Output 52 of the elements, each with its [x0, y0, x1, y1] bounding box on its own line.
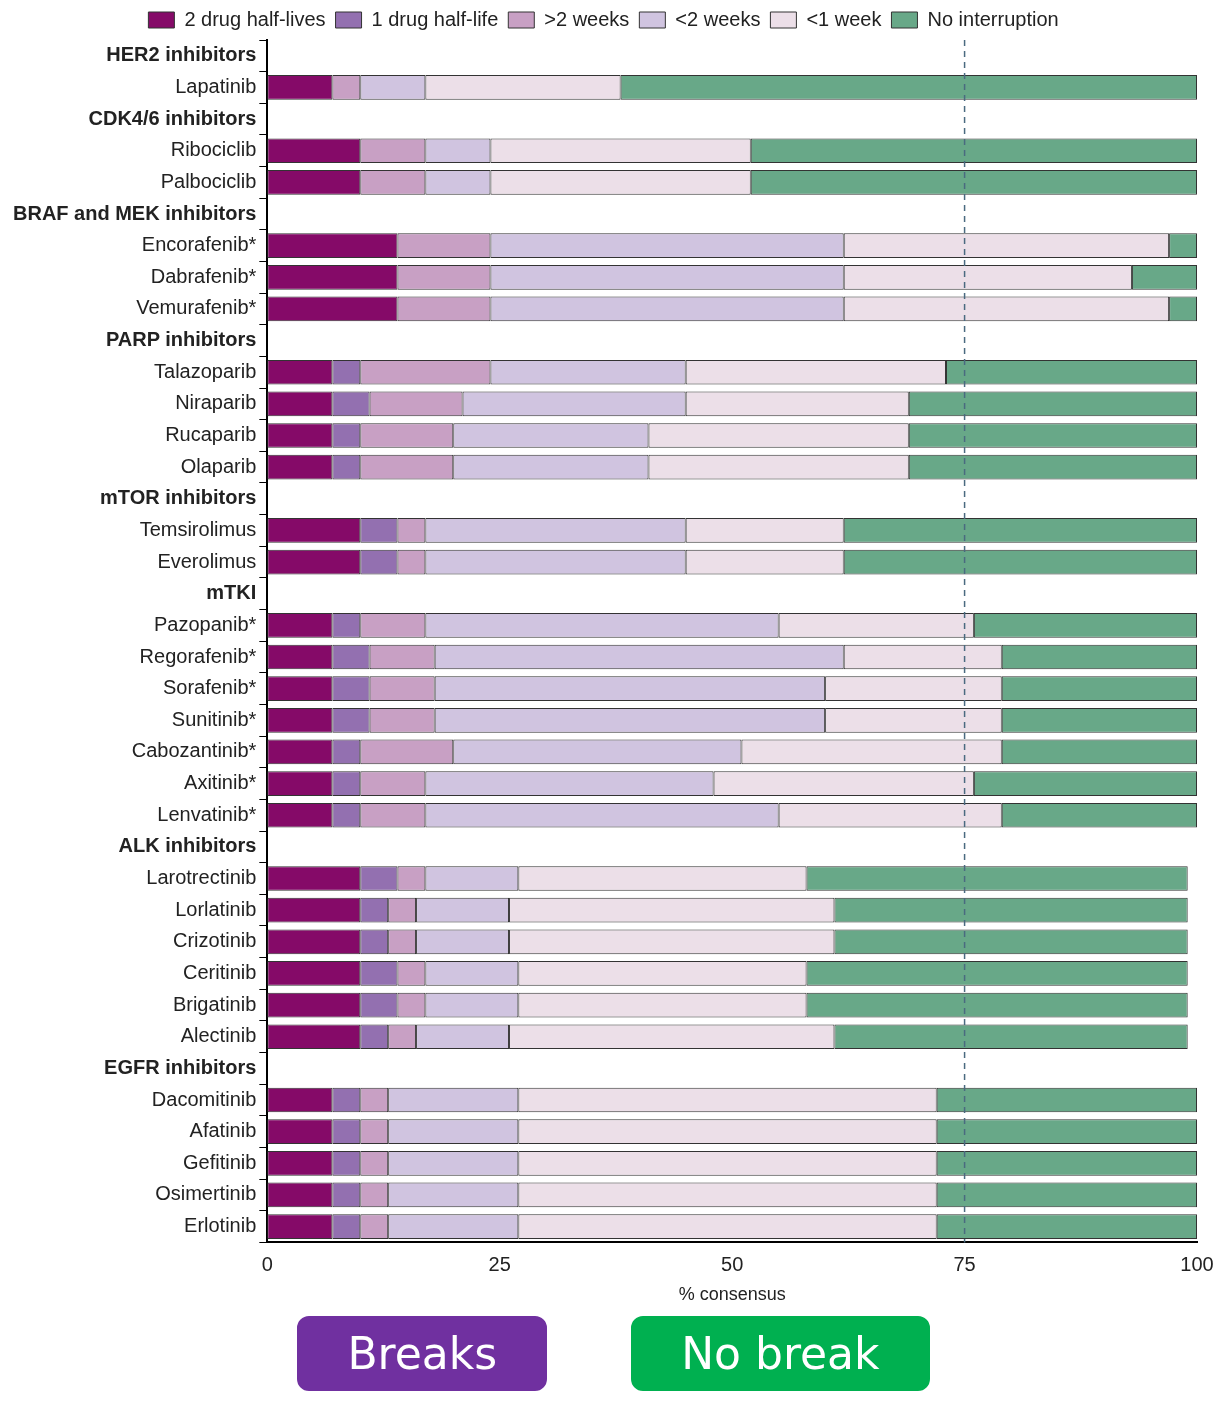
y-tick-label: mTOR inhibitors	[100, 486, 257, 509]
y-tick-label: Vemurafenib*	[136, 296, 257, 319]
y-tick-label: Gefitinib	[182, 1150, 257, 1173]
legend-label: 1 drug half-life	[371, 7, 499, 30]
y-tick-label: CDK4/6 inhibitors	[88, 106, 257, 129]
legend-label: No interruption	[927, 7, 1059, 30]
y-tick-label: Temsirolimus	[139, 517, 257, 540]
y-tick-label: Sunitinib*	[171, 707, 257, 730]
y-tick-label: Niraparib	[175, 391, 257, 414]
y-tick-label: BRAF and MEK inhibitors	[12, 201, 257, 224]
y-tick-label: Rucaparib	[165, 423, 257, 446]
y-tick-label: Alectinib	[180, 1024, 257, 1047]
text: No break	[629, 1314, 932, 1393]
y-tick-label: Dacomitinib	[151, 1087, 257, 1110]
y-tick-label: Cabozantinib*	[131, 739, 257, 762]
y-tick-label: mTKI	[206, 581, 257, 604]
y-tick-label: Regorafenib*	[139, 644, 257, 667]
legend-label: 2 drug half-lives	[184, 7, 326, 30]
y-tick-label: Everolimus	[157, 549, 257, 572]
x-tick-label: 100	[1180, 1252, 1214, 1275]
x-tick-label: 25	[488, 1252, 511, 1275]
x-tick-label: 50	[721, 1252, 744, 1275]
text: Breaks	[295, 1314, 550, 1393]
y-tick-label: HER2 inhibitors	[106, 43, 257, 66]
y-tick-label: Talazoparib	[154, 359, 257, 382]
y-tick-label: Encorafenib*	[141, 233, 257, 256]
y-tick-label: Sorafenib*	[162, 676, 257, 699]
y-tick-label: Afatinib	[189, 1119, 257, 1142]
x-tick-label: 0	[261, 1252, 273, 1275]
x-tick-label: 75	[953, 1252, 976, 1275]
y-tick-label: Larotrectinib	[146, 866, 257, 889]
y-tick-label: PARP inhibitors	[105, 328, 257, 351]
y-tick-label: Axitinib*	[184, 771, 257, 794]
y-tick-label: Crizotinib	[172, 929, 257, 952]
legend-label: <1 week	[806, 7, 883, 30]
legend-label: >2 weeks	[544, 7, 630, 30]
y-tick-label: Lenvatinib*	[157, 802, 257, 825]
y-tick-label: Ceritinib	[182, 960, 257, 983]
y-tick-label: Osimertinib	[155, 1182, 257, 1205]
y-tick-label: Erlotinib	[184, 1214, 257, 1237]
y-tick-label: Brigatinib	[172, 992, 257, 1015]
y-tick-label: Dabrafenib*	[150, 264, 257, 287]
y-tick-label: EGFR inhibitors	[104, 1055, 257, 1078]
y-tick-label: Palbociclib	[160, 169, 257, 192]
legend-label: <2 weeks	[675, 7, 761, 30]
y-tick-label: ALK inhibitors	[118, 834, 257, 857]
y-tick-label: Lapatinib	[175, 74, 257, 97]
y-tick-label: Lorlatinib	[175, 897, 257, 920]
x-axis-title: % consensus	[678, 1284, 786, 1305]
y-tick-label: Pazopanib*	[154, 612, 257, 635]
y-tick-label: Ribociclib	[170, 138, 257, 161]
y-tick-label: Olaparib	[180, 454, 257, 477]
